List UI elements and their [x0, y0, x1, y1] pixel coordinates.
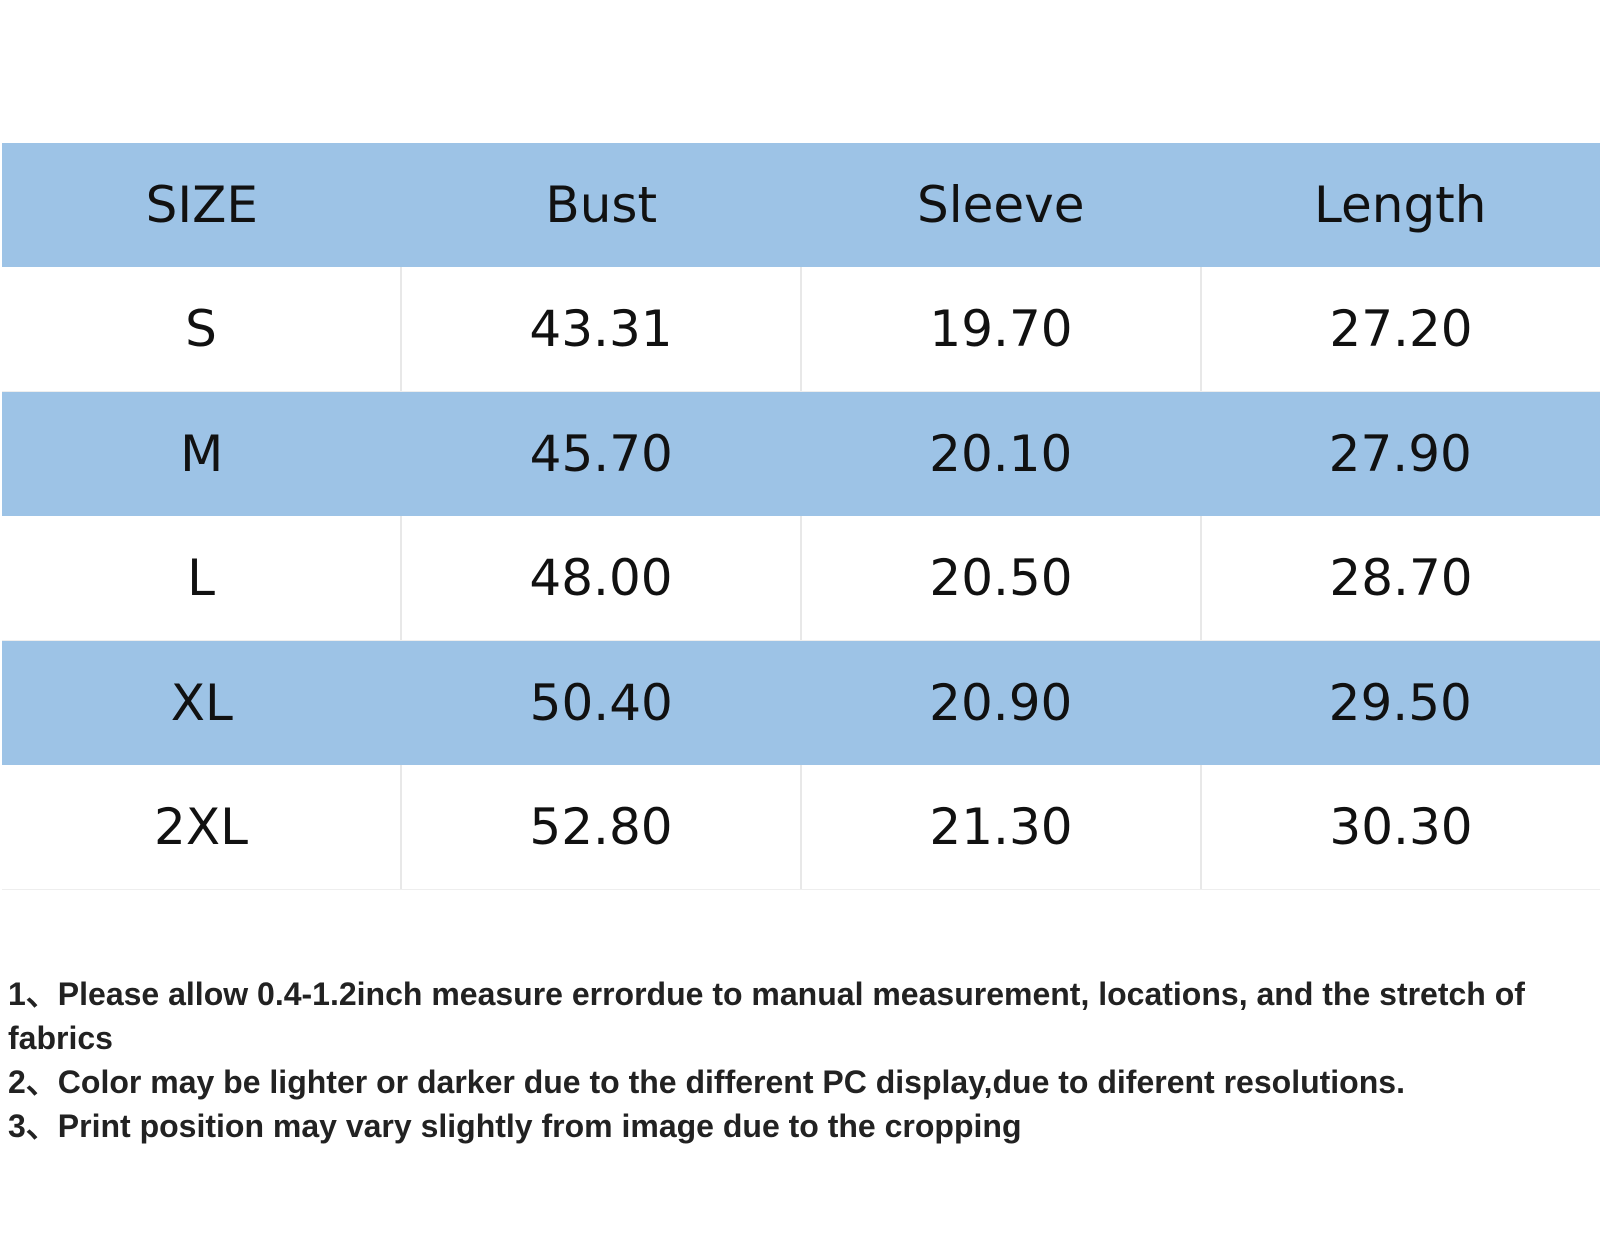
header-cell: Length: [1314, 176, 1487, 234]
header-cell: Bust: [545, 176, 658, 234]
table-row: 2XL 52.80 21.30 30.30: [2, 765, 1600, 890]
table-cell: XL: [170, 674, 233, 732]
header-cell: Sleeve: [916, 176, 1085, 234]
table-cell: 43.31: [400, 267, 800, 391]
table-cell: S: [185, 300, 217, 358]
table-cell: 50.40: [529, 674, 673, 732]
table-cell: L: [187, 549, 215, 607]
table-cell: 52.80: [400, 765, 800, 889]
table-row: M 45.70 20.10 27.90: [2, 392, 1600, 516]
header-row: SIZE Bust Sleeve Length: [2, 143, 1600, 267]
table-cell: 48.00: [400, 516, 800, 640]
table-cell: 27.20: [1200, 267, 1600, 391]
table-cell: M: [180, 425, 224, 483]
notes: 1、Please allow 0.4-1.2inch measure error…: [8, 972, 1538, 1148]
size-table: SIZE Bust Sleeve Length S 43.31 19.70 27.20 M 45.…: [2, 143, 1600, 890]
table-cell: 45.70: [529, 425, 673, 483]
table-cell: 29.50: [1328, 674, 1472, 732]
table-row: S 43.31 19.70 27.20: [2, 267, 1600, 392]
table-cell: 19.70: [800, 267, 1200, 391]
note: 1、Please allow 0.4-1.2inch measure error…: [8, 976, 1525, 1056]
table-cell: 20.10: [929, 425, 1073, 483]
table-cell: 2XL: [154, 798, 248, 856]
table-row: XL 50.40 20.90 29.50: [2, 641, 1600, 765]
note: 2、Color may be lighter or darker due to …: [8, 1064, 1405, 1100]
table-cell: 30.30: [1200, 765, 1600, 889]
table-cell: 28.70: [1200, 516, 1600, 640]
table-cell: 20.90: [929, 674, 1073, 732]
table-cell: 20.50: [800, 516, 1200, 640]
table-row: L 48.00 20.50 28.70: [2, 516, 1600, 641]
table-cell: 21.30: [800, 765, 1200, 889]
note: 3、Print position may vary slightly from …: [8, 1108, 1022, 1144]
table-cell: 27.90: [1328, 425, 1472, 483]
header-cell: SIZE: [145, 176, 258, 234]
